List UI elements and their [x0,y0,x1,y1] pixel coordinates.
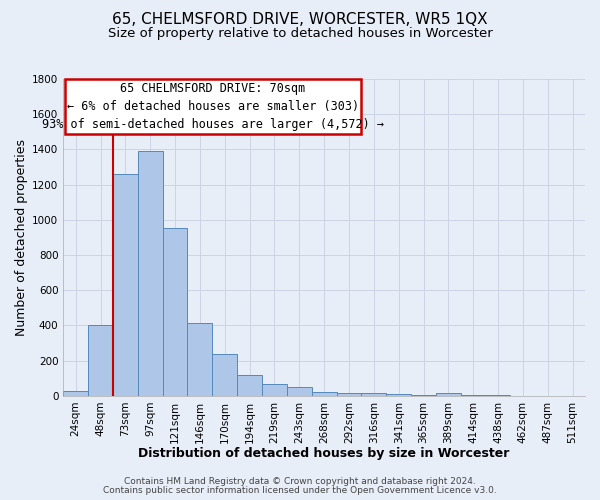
Text: Size of property relative to detached houses in Worcester: Size of property relative to detached ho… [107,28,493,40]
Bar [337,392,361,396]
Text: Contains public sector information licensed under the Open Government Licence v3: Contains public sector information licen… [103,486,497,495]
Bar [63,390,88,396]
Bar [237,374,262,396]
Bar [411,395,436,396]
FancyBboxPatch shape [65,79,361,134]
Bar [312,392,337,396]
Bar [436,392,461,396]
Bar [361,393,386,396]
Bar [386,394,411,396]
Bar [262,384,287,396]
Y-axis label: Number of detached properties: Number of detached properties [15,139,28,336]
Bar [113,174,138,396]
Text: 65, CHELMSFORD DRIVE, WORCESTER, WR5 1QX: 65, CHELMSFORD DRIVE, WORCESTER, WR5 1QX [112,12,488,28]
Bar [88,326,113,396]
Bar [287,388,312,396]
X-axis label: Distribution of detached houses by size in Worcester: Distribution of detached houses by size … [139,447,510,460]
Bar [212,354,237,396]
Bar [187,323,212,396]
Bar [138,151,163,396]
Text: 65 CHELMSFORD DRIVE: 70sqm
← 6% of detached houses are smaller (303)
93% of semi: 65 CHELMSFORD DRIVE: 70sqm ← 6% of detac… [42,82,384,131]
Bar [163,228,187,396]
Text: Contains HM Land Registry data © Crown copyright and database right 2024.: Contains HM Land Registry data © Crown c… [124,477,476,486]
